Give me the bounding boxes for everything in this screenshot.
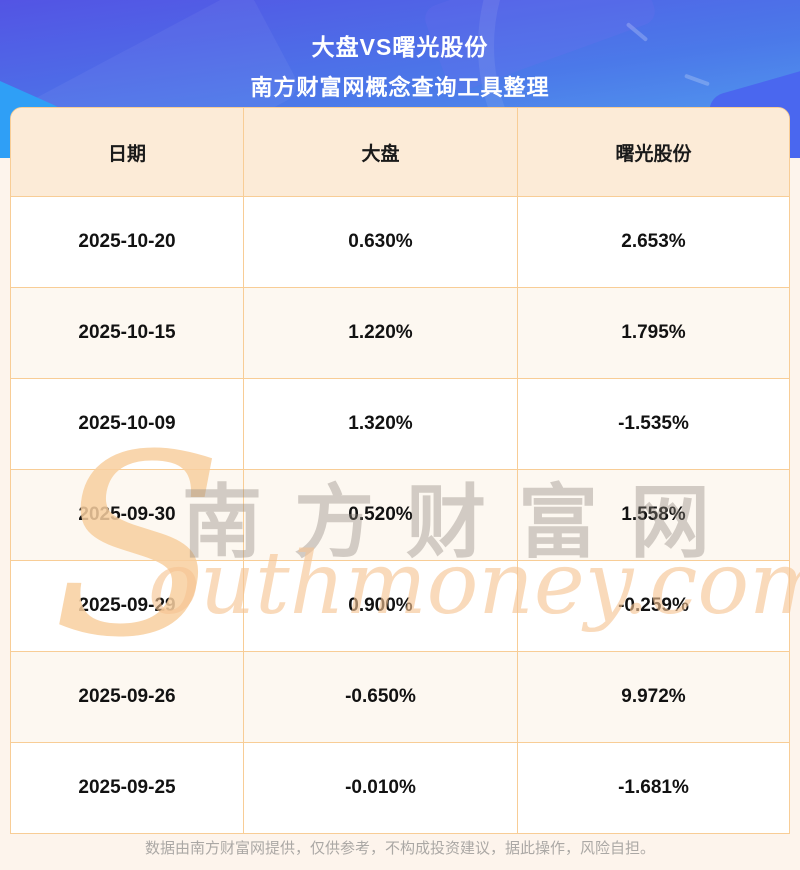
cell-market: 0.520%: [244, 470, 518, 560]
cell-market: -0.650%: [244, 652, 518, 742]
table-row: 2025-10-15 1.220% 1.795%: [11, 288, 789, 379]
table-row: 2025-09-29 0.900% -0.259%: [11, 561, 789, 652]
cell-market: -0.010%: [244, 743, 518, 833]
column-header-date: 日期: [11, 108, 244, 196]
cell-stock: -1.681%: [618, 777, 689, 798]
cell-stock: 1.795%: [621, 322, 686, 343]
column-header-stock: 曙光股份: [615, 143, 692, 165]
page-title: 大盘VS曙光股份: [311, 34, 489, 60]
cell-date: 2025-10-15: [11, 288, 244, 378]
table-row: 2025-10-20 0.630% 2.653%: [11, 197, 789, 288]
cell-market: 1.320%: [244, 379, 518, 469]
data-table: 日期 大盘 曙光股份 2025-10-20 0.630% 2.653% 2025…: [10, 107, 790, 834]
cell-date: 2025-09-29: [11, 561, 244, 651]
cell-market: 1.220%: [244, 288, 518, 378]
cell-date: 2025-09-25: [11, 743, 244, 833]
disclaimer-text: 数据由南方财富网提供，仅供参考，不构成投资建议，据此操作，风险自担。: [144, 840, 655, 857]
cell-date: 2025-10-09: [11, 379, 244, 469]
cell-date: 2025-09-30: [11, 470, 244, 560]
cell-stock: -0.259%: [618, 595, 689, 616]
page-subtitle: 南方财富网概念查询工具整理: [250, 75, 550, 100]
column-header-market: 大盘: [244, 108, 518, 196]
table-header-row: 日期 大盘 曙光股份: [11, 108, 789, 197]
cell-stock: 2.653%: [621, 231, 686, 252]
cell-date: 2025-09-26: [11, 652, 244, 742]
table-row: 2025-09-26 -0.650% 9.972%: [11, 652, 789, 743]
cell-stock: 9.972%: [621, 686, 686, 707]
cell-market: 0.900%: [244, 561, 518, 651]
table-row: 2025-09-30 0.520% 1.558%: [11, 470, 789, 561]
table-row: 2025-09-25 -0.010% -1.681%: [11, 743, 789, 833]
cell-date: 2025-10-20: [11, 197, 244, 287]
table-row: 2025-10-09 1.320% -1.535%: [11, 379, 789, 470]
cell-stock: 1.558%: [621, 504, 686, 525]
cell-stock: -1.535%: [618, 413, 689, 434]
cell-market: 0.630%: [244, 197, 518, 287]
